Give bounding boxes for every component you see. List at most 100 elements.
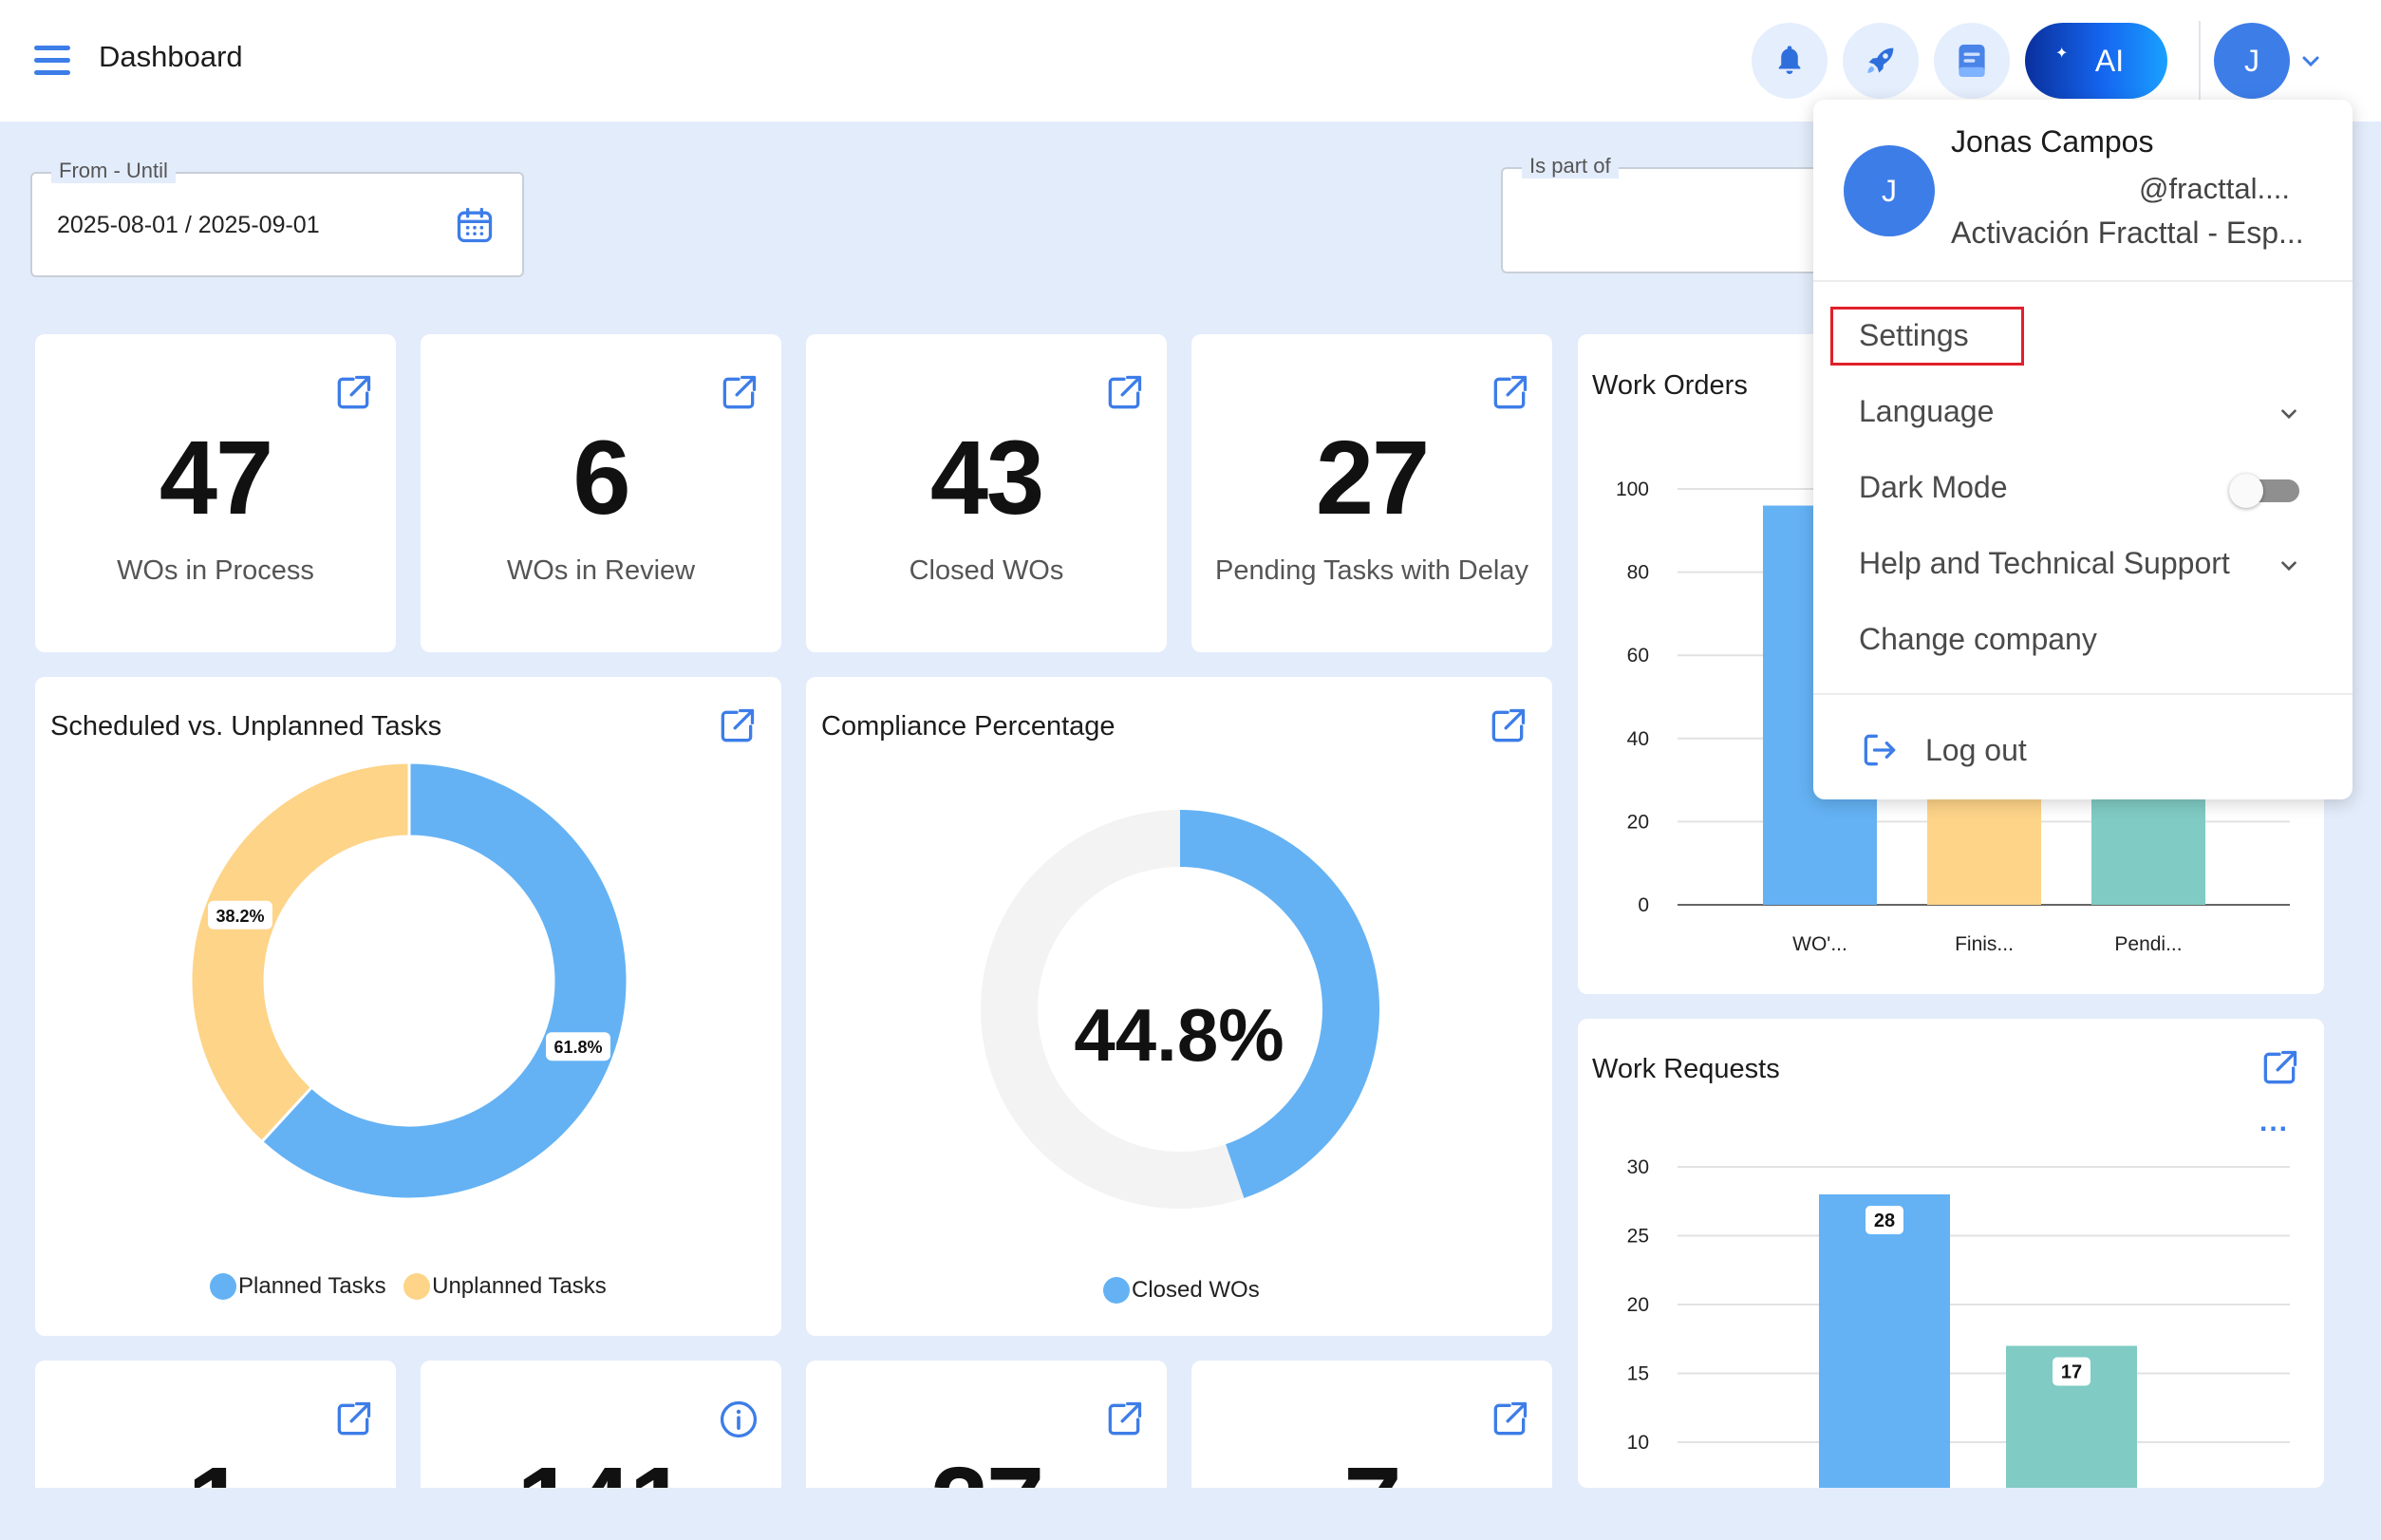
kpi-card-bottom-1[interactable]: 1: [35, 1361, 396, 1488]
external-link-icon[interactable]: [1103, 1399, 1145, 1440]
user-avatar-button[interactable]: J: [2214, 23, 2290, 99]
menu-item-logout[interactable]: Log out: [1859, 723, 2296, 777]
kpi-card-closed-wos[interactable]: 43 Closed WOs: [806, 334, 1167, 652]
kpi-label: Closed WOs: [909, 555, 1064, 586]
documents-button[interactable]: [1934, 23, 2010, 99]
y-tick-label: 25: [1627, 1226, 1649, 1248]
external-link-icon[interactable]: [716, 705, 758, 747]
info-icon[interactable]: [718, 1399, 759, 1440]
user-dropdown-menu: J Jonas Campos @fracttal.... Activación …: [1813, 100, 2353, 799]
slice-label: 38.2%: [216, 907, 264, 926]
document-icon: [1959, 45, 1985, 77]
is-part-of-field[interactable]: Is part of: [1501, 154, 1824, 273]
bottom-kpi-row: 1 141 27 7: [0, 1361, 2381, 1488]
user-company: Activación Fracttal - Esp...: [1951, 216, 2304, 250]
compliance-donut-chart: [981, 810, 1380, 1209]
y-tick-label: 100: [1616, 479, 1649, 500]
scheduled-donut-chart: 61.8% 38.2%: [189, 762, 629, 1201]
card-title: Work Requests: [1592, 1054, 1780, 1084]
sparkle-icon: ✦: [2055, 46, 2069, 62]
chart-legend: Closed WOs: [1103, 1277, 1260, 1304]
legend-swatch-closed: [1103, 1277, 1130, 1304]
hamburger-menu-icon[interactable]: [34, 44, 72, 76]
kpi-card-wos-in-process[interactable]: 47 WOs in Process: [35, 334, 396, 652]
ai-assistant-button[interactable]: ✦ AI: [2025, 23, 2167, 99]
logout-icon: [1864, 734, 1896, 766]
date-range-value: 2025-08-01 / 2025-09-01: [57, 212, 320, 238]
notifications-button[interactable]: [1752, 23, 1828, 99]
y-tick-label: 10: [1627, 1432, 1649, 1454]
external-link-icon[interactable]: [1103, 372, 1145, 414]
menu-item-help[interactable]: Help and Technical Support: [1859, 546, 2230, 580]
y-tick-label: 0: [1638, 894, 1649, 916]
page-title: Dashboard: [99, 40, 243, 73]
kpi-card-bottom-3[interactable]: 27: [806, 1361, 1167, 1488]
chevron-down-icon[interactable]: [2299, 49, 2322, 72]
quick-start-button[interactable]: [1843, 23, 1919, 99]
date-range-legend: From - Until: [51, 159, 176, 183]
chevron-down-icon[interactable]: [2277, 554, 2301, 578]
donut-slice-0[interactable]: [259, 762, 629, 1201]
bar-value-label: 28: [1874, 1211, 1895, 1231]
calendar-icon[interactable]: [454, 204, 496, 246]
kpi-value: 141: [421, 1444, 781, 1488]
external-link-icon[interactable]: [1487, 705, 1528, 747]
kpi-value: 47: [159, 420, 273, 536]
kpi-value: 27: [806, 1444, 1167, 1488]
menu-item-change-company[interactable]: Change company: [1859, 622, 2097, 656]
y-tick-label: 40: [1627, 728, 1649, 750]
more-options-icon[interactable]: ...: [2259, 1106, 2290, 1137]
card-title: Scheduled vs. Unplanned Tasks: [50, 711, 442, 742]
slice-label-bg: [546, 1032, 611, 1061]
y-tick-label: 30: [1627, 1156, 1649, 1178]
slice-label-bg: [207, 900, 272, 930]
donut-slice-closed[interactable]: [1180, 810, 1380, 1198]
bar-label-bg: [1865, 1206, 1903, 1234]
menu-avatar: J: [1844, 145, 1935, 236]
external-link-icon[interactable]: [332, 372, 374, 414]
kpi-label: WOs in Process: [117, 555, 314, 586]
compliance-value: 44.8%: [1074, 993, 1284, 1077]
is-part-of-legend: Is part of: [1522, 154, 1619, 178]
kpi-card-pending-tasks-delay[interactable]: 27 Pending Tasks with Delay: [1191, 334, 1552, 652]
kpi-label: WOs in Review: [506, 555, 696, 586]
kpi-card-bottom-2[interactable]: 141: [421, 1361, 781, 1488]
dark-mode-toggle[interactable]: [2229, 474, 2301, 508]
external-link-icon[interactable]: [2259, 1047, 2300, 1089]
bell-icon: [1778, 46, 1801, 75]
compliance-percentage-card: Compliance Percentage 44.8% Closed WOs: [806, 677, 1552, 1336]
bar-0[interactable]: [1819, 1194, 1950, 1488]
donut-slice-1[interactable]: [189, 762, 411, 1144]
menu-item-dark-mode: Dark Mode: [1859, 470, 2008, 504]
menu-item-language[interactable]: Language: [1859, 394, 1995, 428]
external-link-icon[interactable]: [718, 372, 759, 414]
legend-swatch-planned: [210, 1273, 236, 1300]
slice-label: 61.8%: [554, 1038, 603, 1057]
date-range-field[interactable]: From - Until 2025-08-01 / 2025-09-01: [30, 159, 524, 277]
scheduled-vs-unplanned-card: Scheduled vs. Unplanned Tasks 61.8% 38.2%…: [35, 677, 781, 1336]
y-tick-label: 80: [1627, 562, 1649, 584]
topbar-divider: [2199, 21, 2201, 101]
menu-item-settings[interactable]: Settings: [1859, 318, 1969, 352]
card-title: Work Orders: [1592, 370, 1748, 401]
kpi-card-wos-in-review[interactable]: 6 WOs in Review: [421, 334, 781, 652]
rocket-icon: [1867, 47, 1894, 73]
user-name: Jonas Campos: [1951, 124, 2154, 159]
work-requests-card: Work Requests ... 10 15 20 25 30 28 17: [1578, 1019, 2324, 1488]
x-tick-label: Pendi...: [2114, 933, 2182, 955]
x-tick-label: Finis...: [1955, 933, 2014, 955]
toggle-thumb: [2229, 474, 2263, 508]
kpi-card-bottom-4[interactable]: 7: [1191, 1361, 1552, 1488]
kpi-value: 7: [1191, 1444, 1552, 1488]
kpi-label: Pending Tasks with Delay: [1215, 555, 1528, 586]
kpi-value: 1: [35, 1444, 396, 1488]
work-requests-bar-chart: 10 15 20 25 30 28 17: [1627, 1156, 2290, 1488]
card-title: Compliance Percentage: [821, 711, 1116, 742]
external-link-icon[interactable]: [332, 1399, 374, 1440]
settings-highlight-box: [1830, 307, 2024, 366]
chevron-down-icon[interactable]: [2277, 402, 2301, 426]
legend-label-planned: Planned Tasks: [238, 1273, 386, 1299]
external-link-icon[interactable]: [1489, 372, 1530, 414]
kpi-value: 27: [1315, 420, 1430, 536]
external-link-icon[interactable]: [1489, 1399, 1530, 1440]
